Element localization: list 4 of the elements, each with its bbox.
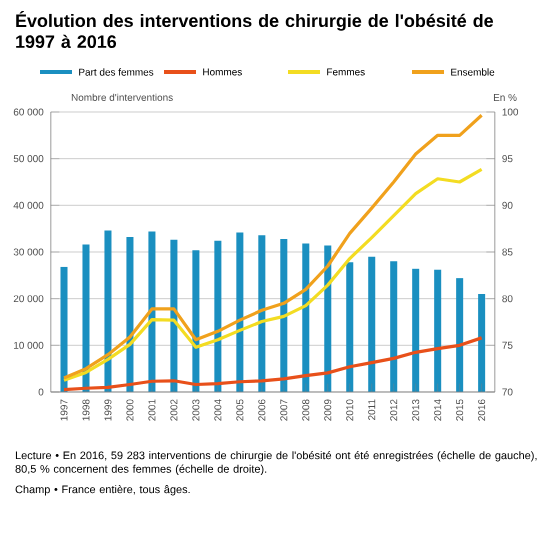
line-series — [62, 113, 484, 380]
line-series — [62, 336, 484, 392]
chart-title: Évolution des interventions de chirurgie de l'obésité de 1997 à 2016 — [16, 11, 494, 49]
line-series — [62, 167, 484, 382]
